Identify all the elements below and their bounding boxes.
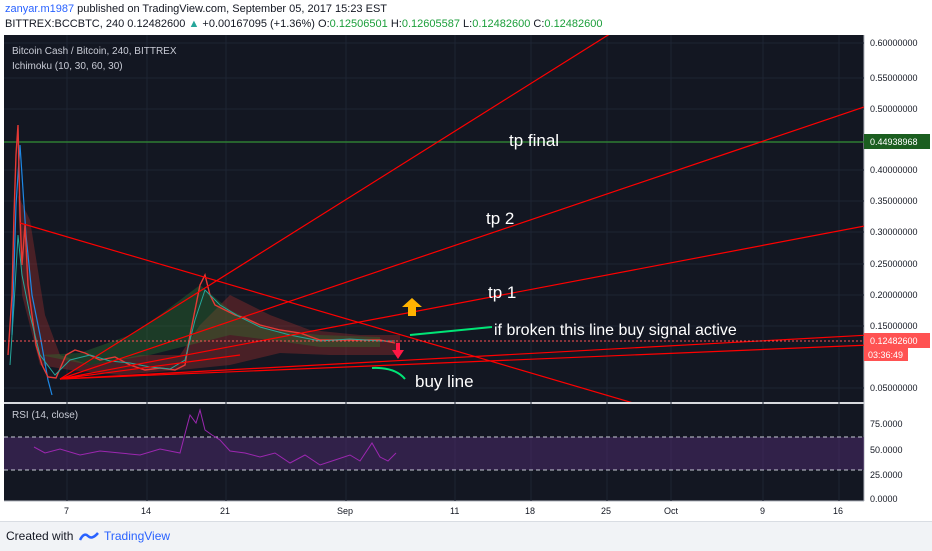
close-value: 0.12482600 [544,18,603,30]
price-tick: 0.35000000 [870,196,918,206]
rsi-tick: 50.0000 [870,445,903,455]
rsi-tick: 0.0000 [870,494,898,504]
price-tick: 0.55000000 [870,73,918,83]
high-label: H: [390,18,402,30]
rsi-line [33,408,397,466]
rsi-band [4,437,864,470]
tp-final-label[interactable]: tp final [509,131,559,150]
level-price-badge [864,134,930,149]
up-arrow-icon[interactable] [402,298,422,316]
time-tick: 7 [64,506,69,516]
open-label: O: [318,18,330,30]
level-price-value: 0.44938968 [870,137,918,147]
author-link[interactable]: zanyar.m1987 [5,3,75,15]
lagging-span [11,144,53,396]
published-text: published on TradingView.com, September … [77,3,388,15]
price-axis[interactable] [864,35,932,521]
down-arrow-icon[interactable] [392,343,404,359]
indicator-title[interactable]: Ichimoku (10, 30, 60, 30) [12,61,123,72]
created-with-text: Created with [6,529,74,543]
time-tick: 18 [525,506,535,516]
chart-canvas[interactable]: tp final tp 2 tp 1 if broken this line b… [0,35,932,521]
open-value: 0.12506501 [329,18,388,30]
price-tick: 0.60000000 [870,38,918,48]
price-tick: 0.50000000 [870,104,918,114]
price-tick: 0.25000000 [870,259,918,269]
up-arrow-icon: ▲ [188,18,200,30]
time-tick: 25 [601,506,611,516]
close-label: C: [533,18,545,30]
rsi-tick: 75.0000 [870,419,903,429]
low-label: L: [463,18,473,30]
buy-line-label[interactable]: buy line [415,372,474,391]
rsi-title[interactable]: RSI (14, close) [12,410,78,421]
price-tick: 0.20000000 [870,290,918,300]
time-axis-labels: 7 14 21 Sep 11 18 25 Oct 9 16 [64,506,843,516]
symbol-info: BITTREX:BCCBTC, 240 0.12482600 ▲ +0.0016… [5,17,603,31]
grid [4,35,864,501]
trend-lines[interactable] [19,35,870,405]
tp2-label[interactable]: tp 2 [486,209,514,228]
ichimoku-cloud-green [40,285,380,365]
time-tick: 14 [141,506,151,516]
pane-title: Bitcoin Cash / Bitcoin, 240, BITTREX [12,46,177,57]
time-tick: 9 [760,506,765,516]
price-tick: 0.15000000 [870,321,918,331]
countdown-badge [864,348,908,361]
publish-info: zanyar.m1987 published on TradingView.co… [5,2,387,16]
current-price-value: 0.12482600 [870,336,918,346]
price-tick: 0.40000000 [870,165,918,175]
footer: Created with TradingView [0,521,932,551]
time-tick: 11 [450,506,459,516]
tradingview-logo-icon[interactable] [78,530,100,542]
price-series [7,124,396,379]
rsi-tick: 25.0000 [870,470,903,480]
price-wicks [9,234,395,376]
price-change: +0.00167095 (+1.36%) [202,18,315,30]
symbol-label: BITTREX:BCCBTC, 240 [5,18,125,30]
current-price-badge [864,333,930,348]
price-tick: 0.05000000 [870,383,918,393]
broken-line-label[interactable]: if broken this line buy signal active [494,322,737,339]
tradingview-link[interactable]: TradingView [104,529,171,543]
time-tick: 16 [833,506,843,516]
price-axis-labels: 0.60000000 0.55000000 0.50000000 0.40000… [870,38,918,393]
rsi-axis-labels: 75.0000 50.0000 25.0000 0.0000 [870,419,903,504]
price-tick: 0.30000000 [870,227,918,237]
signal-stroke[interactable] [409,326,493,336]
low-value: 0.12482600 [472,18,531,30]
countdown-value: 03:36:49 [868,350,903,360]
tp1-label[interactable]: tp 1 [488,283,516,302]
last-price: 0.12482600 [127,18,186,30]
time-tick: 21 [220,506,230,516]
time-tick: Sep [337,506,353,516]
ichimoku-cloud-red [18,195,400,375]
time-tick: Oct [664,506,679,516]
high-value: 0.12605587 [401,18,460,30]
time-axis[interactable] [4,501,864,521]
buy-line-stroke[interactable] [371,366,406,380]
